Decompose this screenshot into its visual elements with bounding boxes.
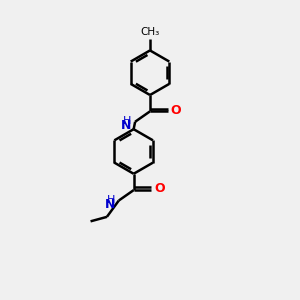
Text: H: H <box>123 116 132 126</box>
Text: N: N <box>105 198 115 211</box>
Text: N: N <box>121 119 132 132</box>
Text: CH₃: CH₃ <box>140 27 160 37</box>
Text: O: O <box>154 182 165 195</box>
Text: H: H <box>107 195 115 205</box>
Text: O: O <box>171 103 182 116</box>
